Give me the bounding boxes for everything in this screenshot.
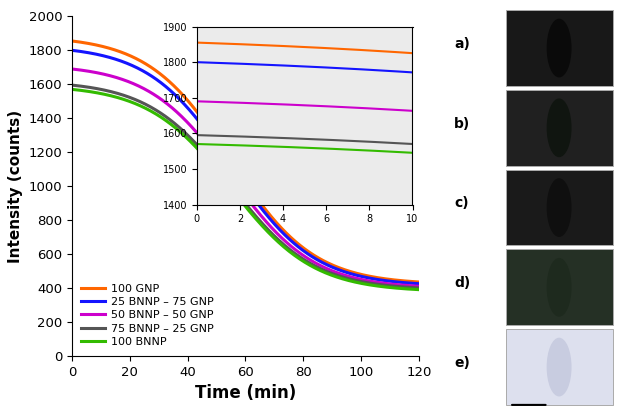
- Y-axis label: Intensity (counts): Intensity (counts): [8, 110, 23, 263]
- X-axis label: Time (min): Time (min): [195, 384, 296, 402]
- Ellipse shape: [547, 178, 571, 237]
- Text: b): b): [454, 117, 470, 131]
- Bar: [506, 10, 612, 86]
- Bar: [506, 170, 612, 245]
- Ellipse shape: [547, 338, 571, 396]
- Text: d): d): [454, 276, 470, 290]
- Bar: [506, 249, 612, 325]
- Bar: [506, 329, 612, 405]
- Bar: [506, 90, 612, 166]
- Text: e): e): [454, 356, 470, 370]
- Text: c): c): [454, 196, 469, 211]
- Legend: 100 GNP, 25 BNNP – 75 GNP, 50 BNNP – 50 GNP, 75 BNNP – 25 GNP, 100 BNNP: 100 GNP, 25 BNNP – 75 GNP, 50 BNNP – 50 …: [78, 280, 217, 350]
- Ellipse shape: [547, 258, 571, 317]
- Text: a): a): [454, 37, 470, 51]
- Ellipse shape: [547, 19, 571, 77]
- Ellipse shape: [547, 99, 571, 157]
